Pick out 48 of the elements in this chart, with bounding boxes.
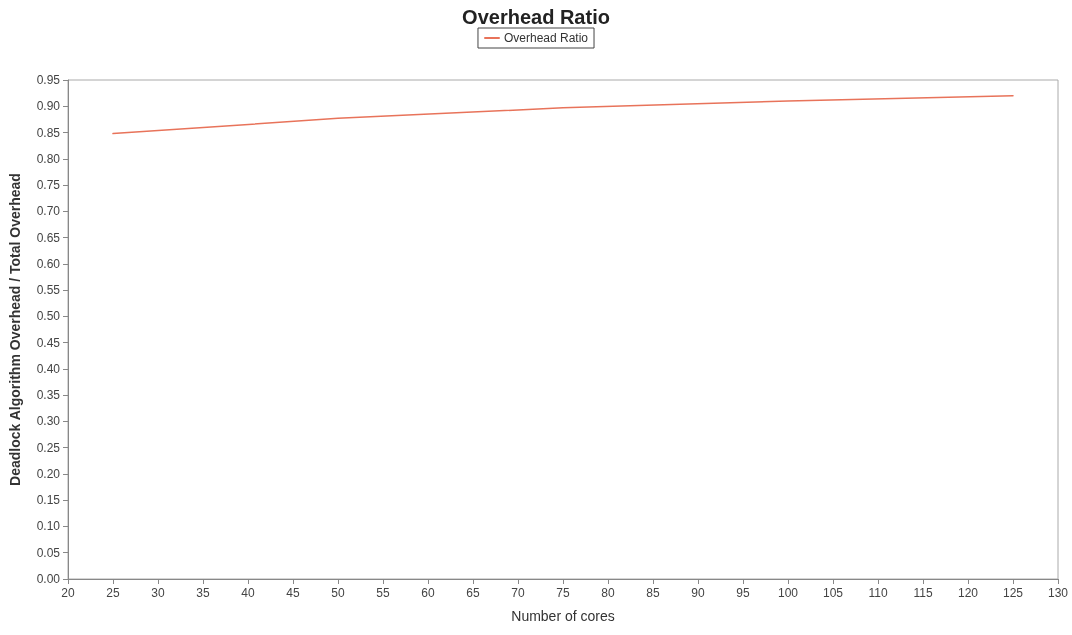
y-tick-label: 0.65 [36,230,61,245]
y-tick-label: 0.20 [36,466,61,481]
y-tick-label: 0.85 [36,125,61,140]
x-tick-label: 55 [376,586,390,600]
x-tick-label: 20 [61,586,75,600]
y-tick-label: 0.95 [36,73,61,87]
x-tick-label: 25 [106,586,120,600]
x-tick-label: 105 [822,586,844,600]
x-axis-title: Number of cores [511,608,615,624]
y-tick-label: 0.60 [36,256,61,271]
y-tick-label: 0.15 [36,493,61,508]
y-tick-label: 0.90 [36,99,61,114]
legend-label: Overhead Ratio [503,31,589,45]
y-tick-label: 0.50 [36,309,61,324]
y-tick-label: 0.45 [36,335,61,350]
chart-title: Overhead Ratio [462,6,610,28]
y-tick-label: 0.00 [36,572,61,586]
x-tick-label: 30 [151,586,165,600]
line-series [112,95,1014,135]
y-tick-label: 0.30 [36,414,61,429]
x-tick-label: 80 [601,586,615,600]
x-tick-label: 65 [466,586,480,600]
y-tick-label: 0.55 [36,283,61,298]
x-tick-label: 100 [777,586,799,600]
y-tick-label: 0.70 [36,204,61,219]
y-tick-label: 0.25 [36,440,61,455]
x-tick-label: 60 [421,586,435,600]
y-axis-title: Deadlock Algorithm Overhead / Total Overhead [7,173,23,486]
x-tick-label: 130 [1047,586,1069,600]
x-tick-label: 75 [556,586,570,600]
x-tick-label: 45 [286,586,300,600]
x-tick-label: 35 [196,586,210,600]
y-tick-label: 0.05 [36,545,61,560]
x-tick-label: 110 [868,586,888,600]
y-tick-label: 0.35 [36,388,61,403]
x-tick-label: 120 [957,586,979,600]
x-tick-label: 95 [736,586,750,600]
y-tick-label: 0.80 [36,151,61,166]
y-tick-label: 0.40 [36,361,61,376]
x-tick-label: 115 [913,586,933,600]
y-tick-label: 0.75 [36,178,61,193]
x-tick-label: 50 [331,586,345,600]
x-tick-label: 40 [241,586,255,600]
x-tick-label: 90 [691,586,705,600]
x-tick-label: 85 [646,586,660,600]
y-tick-label: 0.10 [36,519,61,534]
x-tick-label: 70 [511,586,525,600]
x-tick-label: 125 [1002,586,1024,600]
